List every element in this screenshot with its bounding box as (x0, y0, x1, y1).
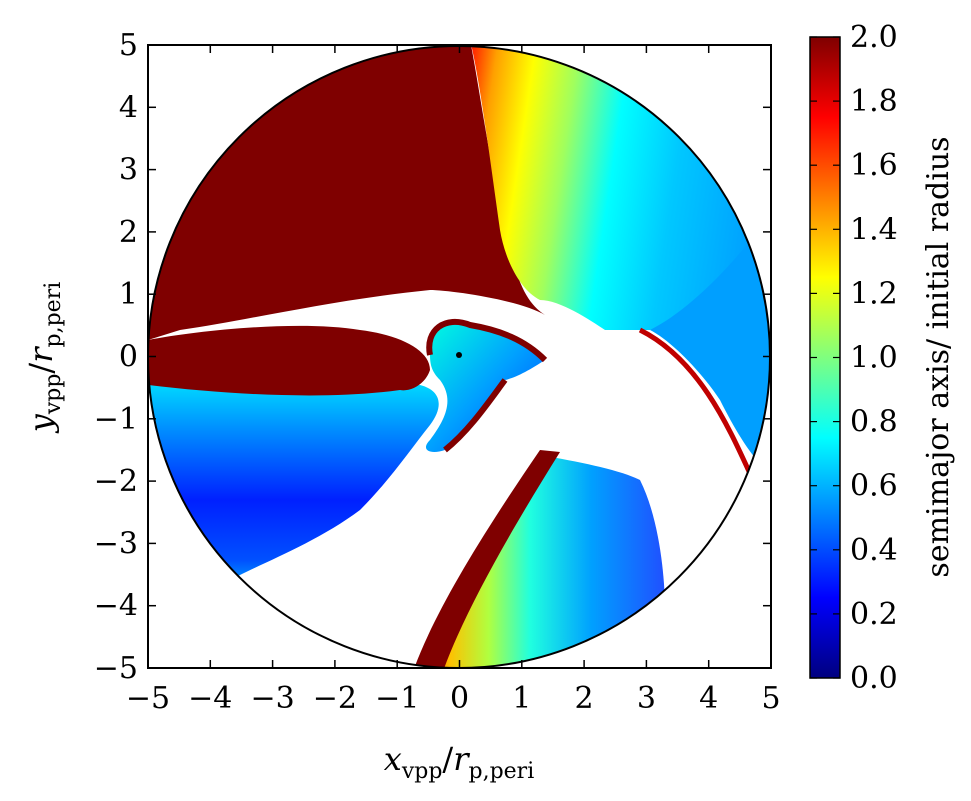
colorbar-tick-label: 1.4 (850, 212, 898, 247)
x-tick-label: 0 (450, 681, 469, 716)
x-axis-title-var: r (453, 740, 470, 778)
y-axis-title-sub2: p,peri (41, 282, 66, 348)
colorbar: 0.0 0.2 0.4 0.6 0.8 1.0 1.2 1.4 1.6 1.8 2.0 semima… (809, 20, 956, 696)
x-axis-title-sub2: p,peri (469, 759, 535, 784)
y-tick-label: −5 (94, 651, 138, 686)
y-axis-title-base: y (22, 413, 60, 434)
heatmap-field (148, 46, 770, 668)
y-tick-label: −3 (94, 526, 138, 561)
x-ticks: −5 −4 −3 −2 −1 0 1 2 3 4 5 (126, 45, 781, 716)
region-left-lobe-rim (148, 325, 430, 396)
central-point-marker (456, 352, 462, 358)
y-axis-title-var: r (22, 346, 60, 363)
x-axis-title-sub1: vpp (401, 759, 443, 784)
y-tick-label: −4 (94, 589, 138, 624)
x-axis-title: xvpp/rp,peri (384, 740, 534, 784)
x-tick-label: 3 (637, 681, 656, 716)
y-tick-label: 1 (119, 277, 138, 312)
y-axis-title-sub1: vpp (41, 374, 66, 416)
y-tick-label: 4 (119, 90, 138, 125)
region-bottom-right-lobe (420, 455, 665, 668)
y-ticks: −5 −4 −3 −2 −1 0 1 2 3 4 5 (94, 28, 771, 686)
colorbar-tick-label: 1.2 (850, 276, 898, 311)
x-tick-label: −2 (313, 681, 357, 716)
y-tick-label: 3 (119, 153, 138, 188)
y-tick-label: −2 (94, 464, 138, 499)
plot-area: −5 −4 −3 −2 −1 0 1 2 3 4 5 −5 −4 −3 −2 −1 0 1 2 3 4 5 (94, 28, 781, 716)
colorbar-tick-label: 2.0 (850, 20, 898, 55)
colorbar-tick-label: 1.0 (850, 341, 898, 376)
x-tick-label: 2 (575, 681, 594, 716)
colorbar-tick-label: 0.4 (850, 533, 898, 568)
x-tick-label: 4 (699, 681, 718, 716)
colorbar-ticks: 0.0 0.2 0.4 0.6 0.8 1.0 1.2 1.4 1.6 1.8 2.0 (810, 20, 898, 696)
y-axis-title-slash: / (22, 363, 60, 374)
region-bottom-lobe-rim (410, 450, 560, 668)
colorbar-title: semimajor axis/ initial radius (921, 136, 956, 577)
y-tick-label: 5 (119, 28, 138, 63)
x-tick-label: −1 (375, 681, 419, 716)
y-tick-label: 0 (119, 340, 138, 375)
x-tick-label: −3 (250, 681, 294, 716)
region-central-tongue (425, 321, 545, 452)
region-left-lower-lobe (148, 380, 439, 620)
colorbar-tick-label: 0.6 (850, 469, 898, 504)
colorbar-tick-label: 0.8 (850, 405, 898, 440)
colorbar-tick-label: 0.2 (850, 597, 898, 632)
colorbar-tick-label: 0.0 (850, 661, 898, 696)
colorbar-tick-label: 1.8 (850, 84, 898, 119)
y-tick-label: 2 (119, 215, 138, 250)
x-axis-title-base: x (384, 740, 402, 778)
x-tick-label: 1 (512, 681, 531, 716)
x-tick-label: −4 (188, 681, 232, 716)
y-axis-title: yvpp/rp,peri (22, 282, 66, 435)
x-tick-label: −5 (126, 681, 170, 716)
x-tick-label: 5 (761, 681, 780, 716)
region-right-wedge (650, 200, 770, 480)
colorbar-tick-label: 1.6 (850, 148, 898, 183)
region-central-rim (426, 318, 548, 453)
region-right-rim (638, 327, 755, 480)
x-axis-title-slash: / (442, 740, 453, 778)
y-tick-label: −1 (94, 402, 138, 437)
